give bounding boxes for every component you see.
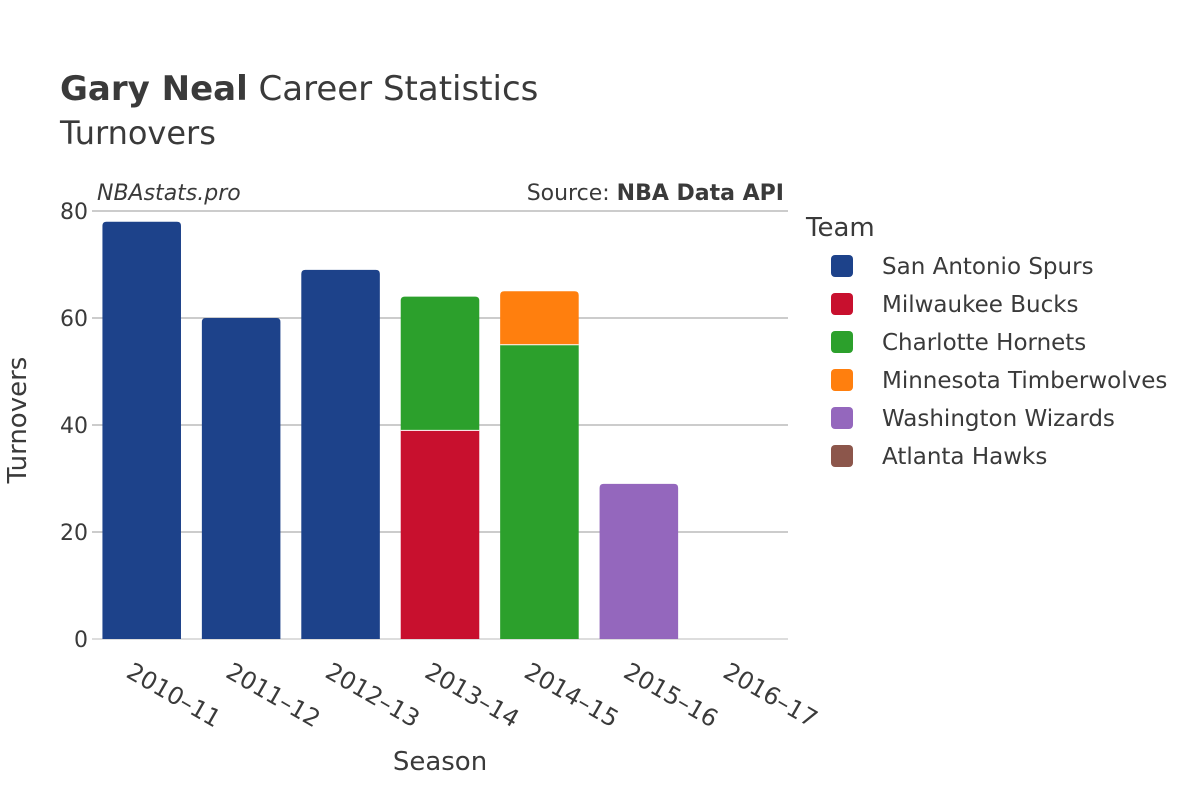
- legend: Team San Antonio Spurs Milwaukee Bucks Cha…: [805, 213, 1167, 470]
- legend-swatch[interactable]: [831, 331, 853, 353]
- bar-segment: [102, 221, 181, 639]
- bar-segment: [400, 430, 480, 639]
- y-tick-label: 80: [60, 200, 88, 225]
- x-tick-label: 2016–17: [718, 657, 822, 733]
- legend-swatch[interactable]: [831, 255, 853, 277]
- legend-swatch[interactable]: [831, 293, 853, 315]
- bar-segment: [500, 291, 579, 345]
- legend-label[interactable]: Charlotte Hornets: [882, 330, 1086, 356]
- legend-label[interactable]: Atlanta Hawks: [882, 444, 1047, 470]
- x-tick-label: 2014–15: [520, 657, 624, 733]
- source-prefix: Source:: [527, 181, 617, 206]
- source-credit: Source: NBA Data API: [527, 181, 784, 206]
- bar-segment: [400, 296, 480, 431]
- x-tick-label: 2015–16: [619, 657, 723, 733]
- legend-swatch[interactable]: [831, 369, 853, 391]
- chart-title-rest: Career Statistics: [248, 69, 539, 109]
- legend-label[interactable]: Washington Wizards: [882, 406, 1115, 432]
- legend-title: Team: [805, 213, 875, 243]
- x-axis-label: Season: [393, 747, 487, 777]
- x-tick-label: 2011–12: [221, 657, 325, 733]
- bar-segment: [599, 483, 679, 639]
- y-tick-label: 0: [74, 628, 88, 653]
- bar-segment: [500, 344, 579, 639]
- legend-label[interactable]: San Antonio Spurs: [882, 254, 1094, 280]
- chart-title: Gary Neal Career Statistics: [60, 69, 538, 109]
- x-tick-label: 2012–13: [321, 657, 425, 733]
- chart-subtitle: Turnovers: [59, 114, 216, 152]
- watermark: NBAstats.pro: [97, 181, 241, 206]
- chart-title-player: Gary Neal: [60, 69, 248, 109]
- y-axis-ticks: 0 20 40 60 80: [60, 200, 88, 653]
- legend-swatch[interactable]: [831, 445, 853, 467]
- x-tick-label: 2013–14: [420, 657, 524, 733]
- y-tick-label: 20: [60, 521, 88, 546]
- legend-swatch[interactable]: [831, 407, 853, 429]
- legend-label[interactable]: Minnesota Timberwolves: [882, 368, 1167, 394]
- y-tick-label: 60: [60, 307, 88, 332]
- y-axis-label: Turnovers: [3, 357, 33, 485]
- bar-segment: [301, 269, 380, 639]
- bars: [102, 221, 679, 639]
- x-tick-label: 2010–11: [122, 657, 226, 733]
- legend-label[interactable]: Milwaukee Bucks: [882, 292, 1079, 318]
- x-axis-ticks: 2010–112011–122012–132013–142014–152015–…: [122, 657, 822, 733]
- source-name: NBA Data API: [617, 181, 784, 206]
- y-tick-label: 40: [60, 414, 88, 439]
- bar-segment: [201, 318, 281, 639]
